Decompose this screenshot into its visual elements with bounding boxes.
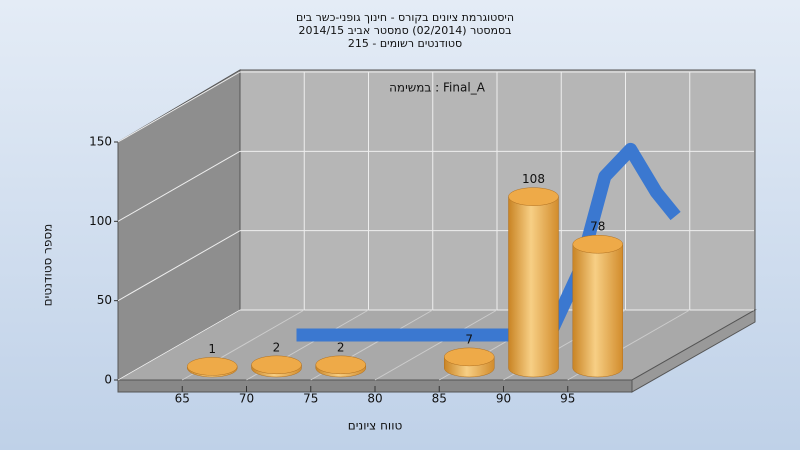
grid-line	[117, 71, 241, 143]
grid-line	[117, 150, 241, 222]
cylinder	[572, 243, 623, 378]
x-tick-label: 90	[496, 392, 511, 406]
title-line: בסמסטר (02/2014) סמסטר אביב 2014/15	[298, 24, 511, 37]
title-line: סטודנטים רשומים - 215	[348, 37, 462, 50]
x-tick-label: 75	[303, 392, 318, 406]
x-tick-label: 85	[432, 392, 447, 406]
title-line: היסטוגרמת ציונים בקורס - חינוך גופני-כשר…	[296, 11, 514, 24]
y-tick-label: 150	[89, 135, 112, 149]
y-tick-label: 0	[104, 373, 112, 387]
floor-side	[631, 309, 756, 393]
y-axis-label: מספר סטודנטים	[41, 224, 55, 307]
value-label: 108	[522, 172, 545, 186]
annotation: במשימה : Final_A	[389, 81, 486, 95]
x-tick-label: 70	[239, 392, 254, 406]
cylinder-top	[315, 355, 366, 375]
x-tick-label: 95	[560, 392, 575, 406]
y-tick-label: 50	[97, 293, 112, 307]
marks: 1 2 2 7 108 78	[187, 142, 681, 378]
cylinder-top	[251, 355, 302, 375]
cylinder-top	[572, 234, 623, 254]
grid-line	[117, 309, 241, 381]
value-label: 2	[337, 340, 345, 354]
grid-line	[374, 309, 498, 381]
value-label: 2	[273, 340, 281, 354]
grid-line	[117, 230, 241, 302]
value-label: 7	[465, 332, 473, 346]
value-label: 78	[590, 220, 605, 234]
cylinder	[508, 196, 559, 378]
y-tick-label: 100	[89, 214, 112, 228]
cylinder-top	[444, 347, 495, 367]
x-tick-label: 65	[175, 392, 190, 406]
cylinder-top	[508, 187, 559, 206]
x-tick-label: 80	[367, 392, 382, 406]
cylinder-top	[187, 357, 238, 376]
value-label: 1	[208, 342, 216, 356]
x-axis-label: טווח ציונים	[348, 419, 403, 433]
